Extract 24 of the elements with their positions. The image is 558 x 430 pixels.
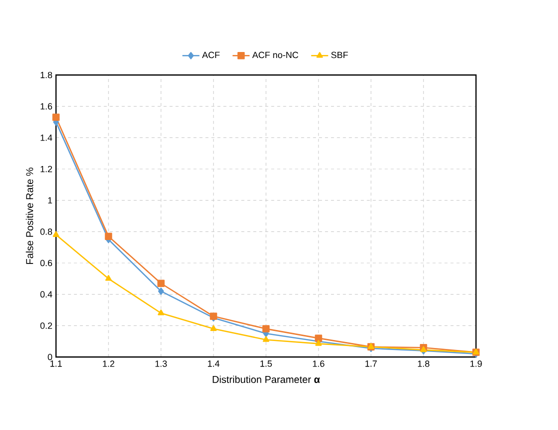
y-tick-label: 0.8 — [40, 228, 52, 235]
x-tick-label: 1.6 — [312, 360, 324, 367]
y-tick-label: 1.6 — [40, 103, 52, 110]
y-tick-label: 0.2 — [40, 322, 52, 329]
y-tick-label: 0 — [48, 354, 52, 360]
y-tick-label: 0.4 — [40, 291, 52, 298]
y-tick-label: 1.8 — [40, 72, 52, 78]
y-tick-label: 1.2 — [40, 166, 52, 172]
x-tick-label: 1.4 — [208, 360, 220, 367]
x-tick-label: 1.1 — [50, 360, 62, 367]
x-tick-label: 1.2 — [102, 360, 114, 367]
y-axis-title: False Positive Rate % — [26, 168, 34, 264]
x-axis-title: Distribution Parameter α — [212, 376, 320, 384]
x-tick-label: 1.5 — [260, 360, 272, 367]
legend-label: ACF — [202, 52, 220, 58]
y-tick-label: 1.4 — [40, 134, 52, 141]
x-tick-label: 1.3 — [155, 360, 167, 367]
y-tick-label: 0.6 — [40, 260, 52, 266]
legend-label: ACF no-NC — [252, 52, 298, 58]
x-tick-label: 1.7 — [365, 360, 377, 367]
x-tick-label: 1.9 — [470, 360, 482, 367]
y-tick-label: 1 — [48, 197, 52, 204]
legend-label: SBF — [331, 52, 348, 58]
x-tick-label: 1.8 — [418, 360, 430, 367]
